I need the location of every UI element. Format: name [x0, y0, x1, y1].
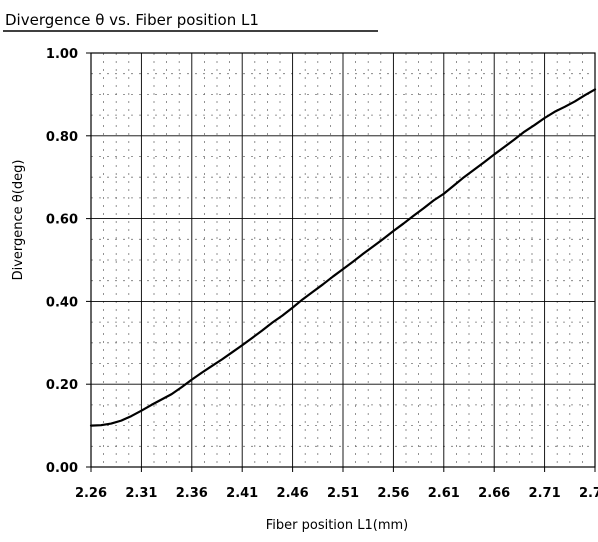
x-tick-label: 2.51: [327, 486, 359, 501]
y-tick-label: 0.20: [46, 378, 78, 393]
x-tick-label: 2.36: [176, 486, 208, 501]
y-tick-label: 0.00: [46, 461, 78, 476]
x-tick-label: 2.41: [226, 486, 258, 501]
y-tick-label: 1.00: [46, 47, 78, 62]
x-tick-label: 2.46: [277, 486, 309, 501]
x-tick-label: 2.66: [478, 486, 510, 501]
divergence-curve: [89, 88, 597, 427]
y-tick-label: 0.60: [46, 213, 78, 228]
x-tick-label: 2.76: [579, 486, 598, 501]
x-tick-label: 2.31: [125, 486, 157, 501]
y-axis-label: Divergence θ(deg): [11, 160, 26, 281]
y-tick-label: 0.80: [46, 130, 78, 145]
chart-title: Divergence θ vs. Fiber position L1: [5, 11, 259, 29]
x-axis-label: Fiber position L1(mm): [266, 518, 408, 533]
x-tick-label: 2.61: [428, 486, 460, 501]
plot-area: 2.26 2.31 2.36 2.41 2.46 2.51 2.56 2.61 2.66 2.71…: [46, 47, 598, 501]
x-tick-label: 2.56: [377, 486, 409, 501]
y-tick-label: 0.40: [46, 295, 78, 310]
x-tick-label: 2.26: [75, 486, 107, 501]
x-tick-label: 2.71: [529, 486, 561, 501]
